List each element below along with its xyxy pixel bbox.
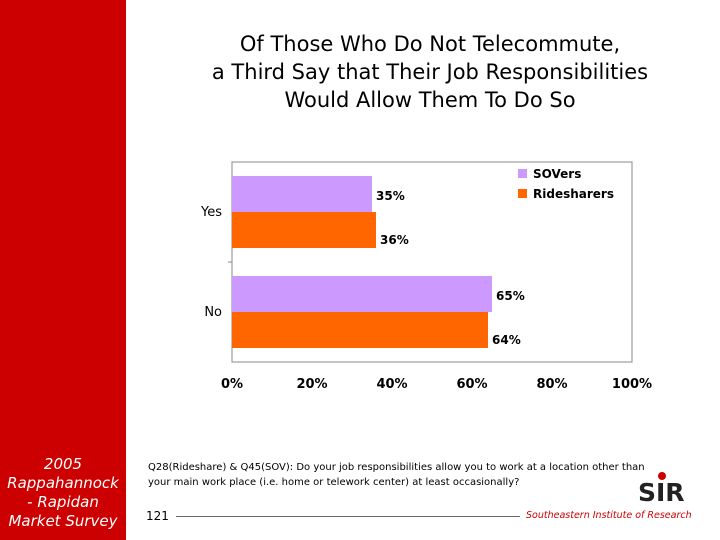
question-footnote: Q28(Rideshare) & Q45(SOV): Do your job r… [148,462,645,488]
legend-swatch-sovers [518,169,527,178]
page-number: 121 [146,509,169,523]
data-label: 35% [376,189,405,203]
bar-ridesharers-no [232,312,488,348]
bar-sovers-no [232,276,492,312]
bar-sovers-yes [232,176,372,212]
data-label: 65% [496,289,525,303]
category-label: No [204,305,222,320]
legend-label: Ridesharers [533,187,614,201]
x-tick-label: 20% [296,377,327,392]
survey-caption: 2005 Rappahannock - Rapidan Market Surve… [7,455,119,530]
legend-label: SOVers [533,167,581,181]
x-tick-label: 80% [536,377,567,392]
bar-chart: Yes 35% 36% No 65% 64% 0% 20% 40% 60% 80% 100% SOVer… [200,161,652,392]
data-label: 64% [492,333,521,347]
sir-logo: SIR [638,472,685,504]
bar-ridesharers-yes [232,212,376,248]
svg-text:SIR: SIR [638,478,685,504]
sidebar-band: 2005 Rappahannock - Rapidan Market Surve… [0,0,126,540]
organization-name: Southeastern Institute of Research [526,510,692,521]
legend-swatch-ridesharers [518,189,527,198]
x-tick-label: 0% [221,377,243,392]
x-tick-label: 60% [456,377,487,392]
x-tick-label: 100% [612,377,652,392]
category-label: Yes [200,205,222,220]
footer-divider [176,516,520,517]
data-label: 36% [380,233,409,247]
x-tick-label: 40% [376,377,407,392]
slide-title: Of Those Who Do Not Telecommute, a Third… [211,32,649,112]
